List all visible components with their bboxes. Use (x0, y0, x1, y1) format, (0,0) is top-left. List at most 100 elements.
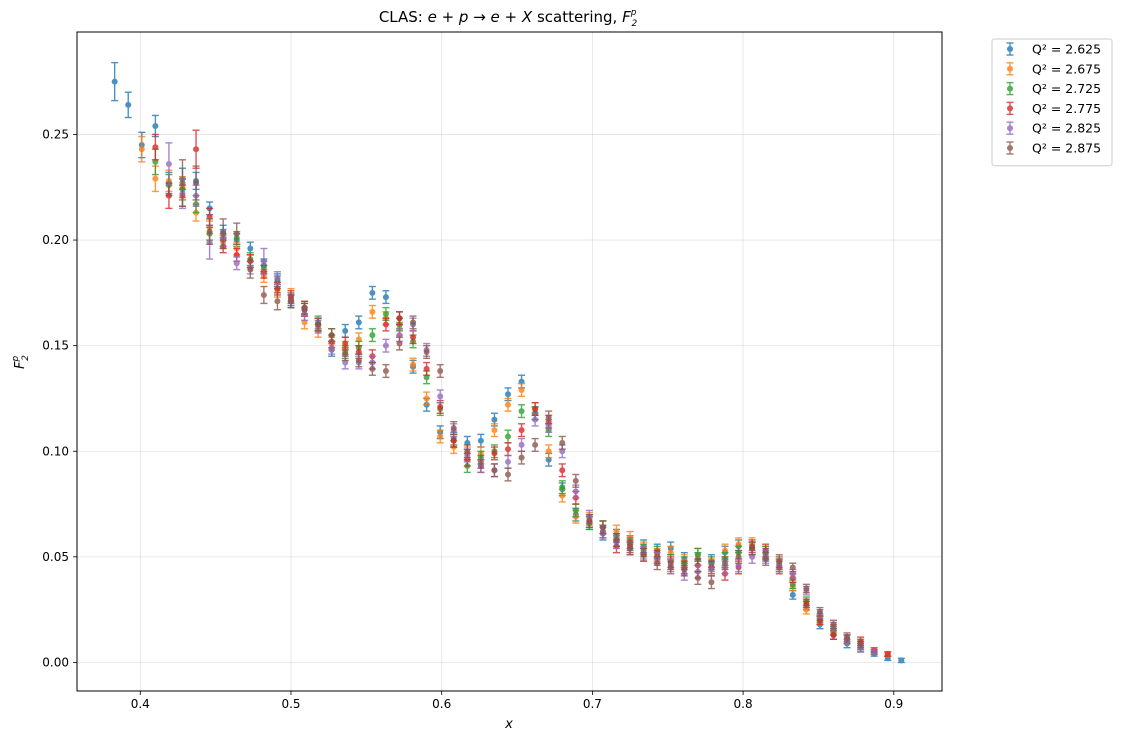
title-suffix: scattering, (532, 8, 622, 26)
legend-point (1007, 65, 1013, 72)
data-point (789, 564, 796, 571)
data-point (247, 245, 254, 252)
data-point (830, 621, 837, 628)
svg-text:Fp2: Fp2 (11, 355, 31, 369)
data-point (545, 414, 552, 421)
data-point (518, 441, 525, 448)
data-point (369, 332, 376, 339)
data-point (749, 545, 756, 552)
data-point (735, 553, 742, 560)
data-point (518, 427, 525, 434)
y-axis-title-fn: F (13, 361, 28, 369)
y-tick-label: 0.20 (42, 233, 69, 247)
series-1 (111, 61, 905, 664)
data-point (572, 488, 579, 495)
y-tick-label: 0.15 (42, 339, 69, 353)
legend-marker (1006, 121, 1014, 135)
data-point (437, 403, 444, 410)
data-point (152, 175, 159, 182)
data-layer (111, 61, 905, 664)
data-point (423, 365, 430, 372)
data-point (138, 146, 145, 153)
title-fn-sub: 2 (631, 19, 637, 29)
data-point (382, 368, 389, 375)
x-tick-label: 0.7 (583, 697, 602, 711)
data-point (599, 524, 606, 531)
data-point (667, 564, 674, 571)
legend-label: Q² = 2.725 (1032, 81, 1101, 96)
data-point (532, 406, 539, 413)
y-tick-label: 0.05 (42, 550, 69, 564)
data-point (437, 393, 444, 400)
data-point (220, 230, 227, 237)
data-point (410, 319, 417, 326)
data-point (342, 351, 349, 358)
data-point (382, 342, 389, 349)
legend: Q² = 2.625 Q² = 2.675 Q² = 2.725 Q² = 2.775… (991, 38, 1113, 167)
data-point (423, 348, 430, 355)
axes-frame (76, 31, 943, 692)
data-point (477, 458, 484, 465)
legend-point (1007, 105, 1013, 112)
legend-label: Q² = 2.775 (1032, 101, 1101, 116)
data-point (816, 608, 823, 615)
data-point (518, 408, 525, 415)
data-point (260, 258, 267, 265)
data-point (491, 416, 498, 423)
data-point (491, 467, 498, 474)
legend-marker (1006, 62, 1014, 76)
data-point (586, 517, 593, 524)
data-point (857, 640, 864, 647)
title-prefix: CLAS: (379, 8, 428, 26)
legend-marker (1006, 42, 1014, 56)
y-axis-title: Fp2 (11, 355, 31, 369)
data-point (504, 401, 511, 408)
data-point (708, 566, 715, 573)
data-point (410, 334, 417, 341)
data-point (437, 368, 444, 375)
data-point (382, 294, 389, 301)
data-point (274, 298, 281, 305)
grid-layer (77, 32, 942, 691)
legend-label: Q² = 2.675 (1032, 61, 1101, 76)
title-fn-sup: p (630, 8, 637, 18)
tick-layer: 0.4 0.5 0.6 0.7 0.8 0.9 0.00 0.05 0.10 0.15 0.20 0.… (42, 127, 903, 711)
legend-label: Q² = 2.875 (1032, 141, 1101, 156)
data-point (477, 437, 484, 444)
series-3 (151, 148, 878, 655)
x-tick-label: 0.9 (884, 697, 903, 711)
data-point (532, 441, 539, 448)
legend-marker (1006, 101, 1014, 116)
data-point (342, 327, 349, 334)
y-tick-label: 0.25 (42, 127, 69, 141)
data-point (125, 101, 132, 108)
data-point (491, 450, 498, 457)
data-point (681, 566, 688, 573)
y-axis-title-sup: p (11, 355, 21, 362)
legend-marker (1006, 141, 1014, 155)
data-point (450, 425, 457, 432)
data-point (274, 285, 281, 292)
legend-label: Q² = 2.825 (1032, 121, 1101, 136)
data-point (233, 260, 240, 267)
data-point (206, 228, 213, 235)
data-point (423, 395, 430, 402)
data-point (355, 357, 362, 364)
data-point (694, 551, 701, 558)
y-tick-label: 0.00 (42, 655, 69, 669)
data-point (504, 446, 511, 453)
data-point (504, 391, 511, 398)
data-point (396, 315, 403, 322)
data-point (613, 536, 620, 543)
x-tick-label: 0.5 (281, 697, 300, 711)
series-2 (138, 135, 892, 658)
x-axis-title: x (504, 717, 513, 732)
data-point (491, 427, 498, 434)
legend-marker (1006, 81, 1014, 96)
data-point (559, 484, 566, 491)
data-point (260, 291, 267, 298)
data-point (627, 545, 634, 552)
data-point (640, 551, 647, 558)
data-point (369, 308, 376, 315)
data-point (504, 433, 511, 440)
